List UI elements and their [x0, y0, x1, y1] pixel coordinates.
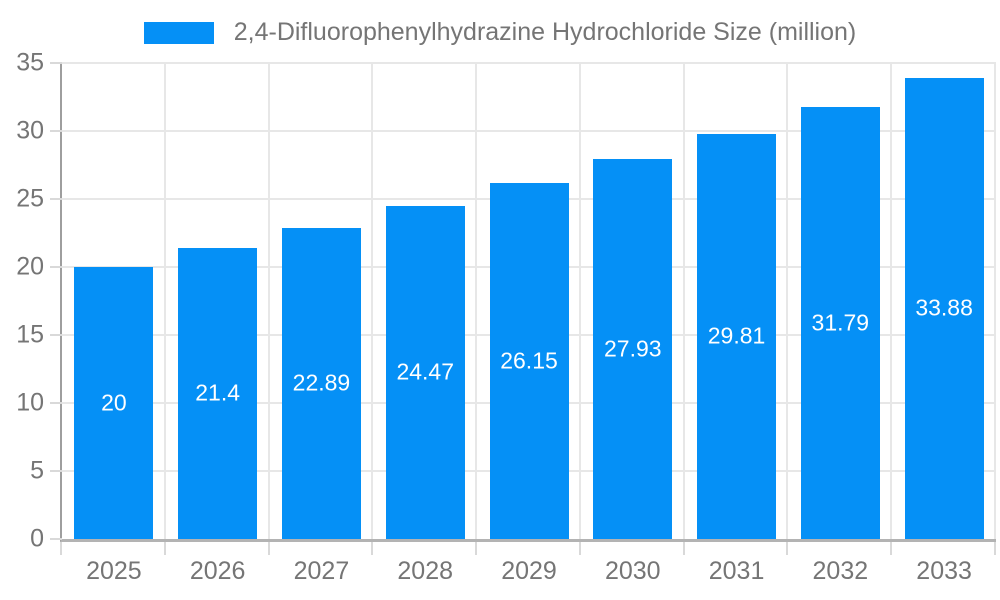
y-axis-label: 5	[30, 456, 44, 485]
x-axis-tick	[786, 542, 789, 555]
y-axis-tick	[50, 62, 62, 64]
legend-swatch	[143, 21, 214, 44]
bar-value-label: 22.89	[292, 369, 351, 396]
x-axis-label: 2026	[189, 557, 246, 585]
bar-2027[interactable]: 22.89	[281, 227, 361, 539]
bar-2031[interactable]: 29.81	[697, 133, 777, 539]
bar-2032[interactable]: 31.79	[800, 106, 880, 539]
legend-item[interactable]: 2,4-Difluorophenylhydrazine Hydrochlorid…	[0, 18, 1000, 47]
x-axis-tick	[475, 542, 478, 555]
x-axis-tick	[163, 542, 166, 555]
x-axis-label: 2025	[86, 557, 142, 585]
x-axis-tick	[267, 542, 270, 555]
gridline-vertical	[890, 63, 893, 539]
plot-area: 20 21.4 22.89 24.47 26.15 27.93 29.81 31.79 33.8…	[50, 62, 996, 555]
x-axis-label: 2032	[812, 557, 869, 585]
bar-2026[interactable]: 21.4	[178, 247, 258, 539]
x-axis-label: 2031	[708, 557, 765, 585]
gridline-vertical	[267, 63, 270, 539]
bar-value-label: 29.81	[707, 322, 766, 349]
bar-2030[interactable]: 27.93	[593, 159, 673, 539]
gridline-vertical	[994, 63, 996, 539]
bar-value-label: 24.47	[396, 358, 454, 385]
y-axis-tick	[50, 470, 62, 472]
y-axis-label: 15	[16, 320, 44, 349]
bar-2025[interactable]: 20	[74, 267, 154, 539]
gridline-vertical	[578, 63, 581, 539]
y-axis-tick	[50, 198, 62, 200]
x-axis-tick	[371, 542, 374, 555]
y-axis-label: 0	[30, 524, 44, 553]
x-axis-labels: 2025 2026 2027 2028 2029 2030 2031 2032 2033	[62, 557, 996, 591]
bar-2033[interactable]: 33.88	[904, 78, 984, 539]
bar-2028[interactable]: 24.47	[385, 206, 465, 539]
y-axis-tick	[50, 402, 62, 404]
legend-label: 2,4-Difluorophenylhydrazine Hydrochlorid…	[233, 18, 857, 46]
bar-value-label: 31.79	[811, 309, 870, 336]
bar-value-label: 26.15	[500, 347, 558, 374]
gridline-vertical	[682, 63, 685, 539]
x-axis-tick	[890, 542, 893, 555]
bar-2029[interactable]: 26.15	[489, 183, 569, 539]
bar-value-label: 21.4	[195, 379, 241, 406]
y-axis-tick	[50, 130, 62, 132]
x-axis-label: 2030	[604, 557, 661, 585]
x-axis-tick	[682, 542, 685, 555]
x-axis-label: 2029	[501, 557, 557, 585]
y-axis-label: 10	[16, 388, 44, 417]
bar-value-label: 20	[101, 389, 127, 416]
y-axis-label: 35	[16, 48, 44, 77]
gridline-vertical	[371, 63, 374, 539]
bar-value-label: 27.93	[603, 335, 662, 362]
y-axis-tick	[50, 538, 62, 540]
y-axis-label: 20	[16, 252, 44, 281]
gridline-vertical	[163, 63, 166, 539]
x-axis-label: 2028	[397, 557, 454, 585]
gridline-vertical	[475, 63, 478, 539]
x-axis-tick	[578, 542, 581, 555]
y-axis-labels: 0 5 10 15 20 25 30 35	[0, 50, 48, 551]
x-axis-label: 2033	[916, 557, 972, 585]
y-axis-label: 25	[16, 184, 44, 213]
y-axis-tick	[50, 266, 62, 268]
x-axis-tick	[60, 542, 62, 555]
gridline-vertical	[786, 63, 789, 539]
y-axis-label: 30	[16, 116, 44, 145]
x-axis-tick	[994, 542, 996, 555]
bar-value-label: 33.88	[915, 294, 973, 321]
y-axis-tick	[50, 334, 62, 336]
x-axis-label: 2027	[293, 557, 350, 585]
gridline-horizontal	[62, 62, 996, 64]
gridline-horizontal	[62, 130, 996, 132]
